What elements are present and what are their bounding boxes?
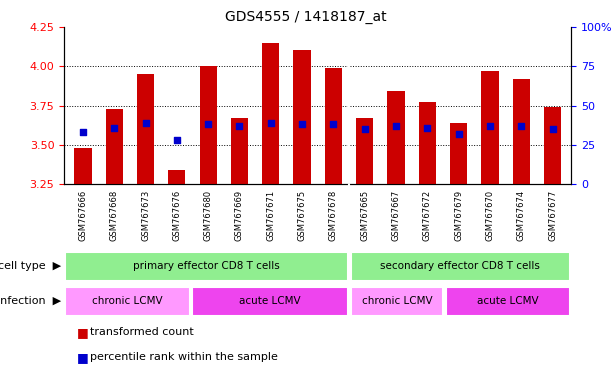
Bar [325, 68, 342, 184]
Text: ■: ■ [76, 351, 88, 364]
Text: acute LCMV: acute LCMV [240, 296, 301, 306]
Bar [481, 71, 499, 184]
Text: GSM767678: GSM767678 [329, 189, 338, 241]
Text: GSM767677: GSM767677 [548, 189, 557, 241]
Text: GSM767669: GSM767669 [235, 189, 244, 240]
Text: GSM767668: GSM767668 [110, 189, 119, 241]
Bar [168, 170, 186, 184]
Bar [200, 66, 217, 184]
Point [516, 123, 526, 129]
Text: GSM767670: GSM767670 [485, 189, 494, 240]
Point [391, 123, 401, 129]
Bar [351, 252, 570, 281]
Text: GSM767674: GSM767674 [517, 189, 525, 240]
Bar [192, 286, 348, 316]
Text: GSM767672: GSM767672 [423, 189, 432, 240]
Bar [75, 148, 92, 184]
Text: infection  ▶: infection ▶ [0, 296, 61, 306]
Point [235, 123, 244, 129]
Bar [65, 286, 189, 316]
Text: GSM767671: GSM767671 [266, 189, 276, 240]
Point [422, 124, 432, 131]
Text: GSM767673: GSM767673 [141, 189, 150, 241]
Point [454, 131, 464, 137]
Point [485, 123, 495, 129]
Text: GSM767680: GSM767680 [203, 189, 213, 240]
Point [78, 129, 88, 136]
Text: GSM767665: GSM767665 [360, 189, 369, 240]
Text: GSM767666: GSM767666 [78, 189, 87, 241]
Text: GDS4555 / 1418187_at: GDS4555 / 1418187_at [225, 10, 386, 23]
Bar [450, 123, 467, 184]
Point [266, 120, 276, 126]
Text: ■: ■ [76, 326, 88, 339]
Text: secondary effector CD8 T cells: secondary effector CD8 T cells [381, 262, 540, 271]
Text: GSM767675: GSM767675 [298, 189, 307, 240]
Text: GSM767667: GSM767667 [392, 189, 400, 241]
Point [329, 121, 338, 127]
Text: acute LCMV: acute LCMV [477, 296, 539, 306]
Bar [137, 74, 154, 184]
Point [547, 126, 557, 132]
Bar [65, 252, 348, 281]
Text: primary effector CD8 T cells: primary effector CD8 T cells [133, 262, 280, 271]
Bar [231, 118, 248, 184]
Bar [513, 79, 530, 184]
Text: chronic LCMV: chronic LCMV [362, 296, 432, 306]
Bar [419, 103, 436, 184]
Point [297, 121, 307, 127]
Text: GSM767679: GSM767679 [454, 189, 463, 240]
Bar [387, 91, 404, 184]
Bar [106, 109, 123, 184]
Text: percentile rank within the sample: percentile rank within the sample [90, 352, 277, 362]
Bar [351, 286, 443, 316]
Text: chronic LCMV: chronic LCMV [92, 296, 163, 306]
Point [109, 124, 119, 131]
Text: transformed count: transformed count [90, 327, 194, 337]
Point [141, 120, 150, 126]
Bar [544, 107, 561, 184]
Point [203, 121, 213, 127]
Point [360, 126, 370, 132]
Text: GSM767676: GSM767676 [172, 189, 181, 241]
Bar [356, 118, 373, 184]
Bar [446, 286, 570, 316]
Text: cell type  ▶: cell type ▶ [0, 262, 61, 271]
Bar [293, 51, 310, 184]
Point [172, 137, 181, 143]
Bar [262, 43, 279, 184]
